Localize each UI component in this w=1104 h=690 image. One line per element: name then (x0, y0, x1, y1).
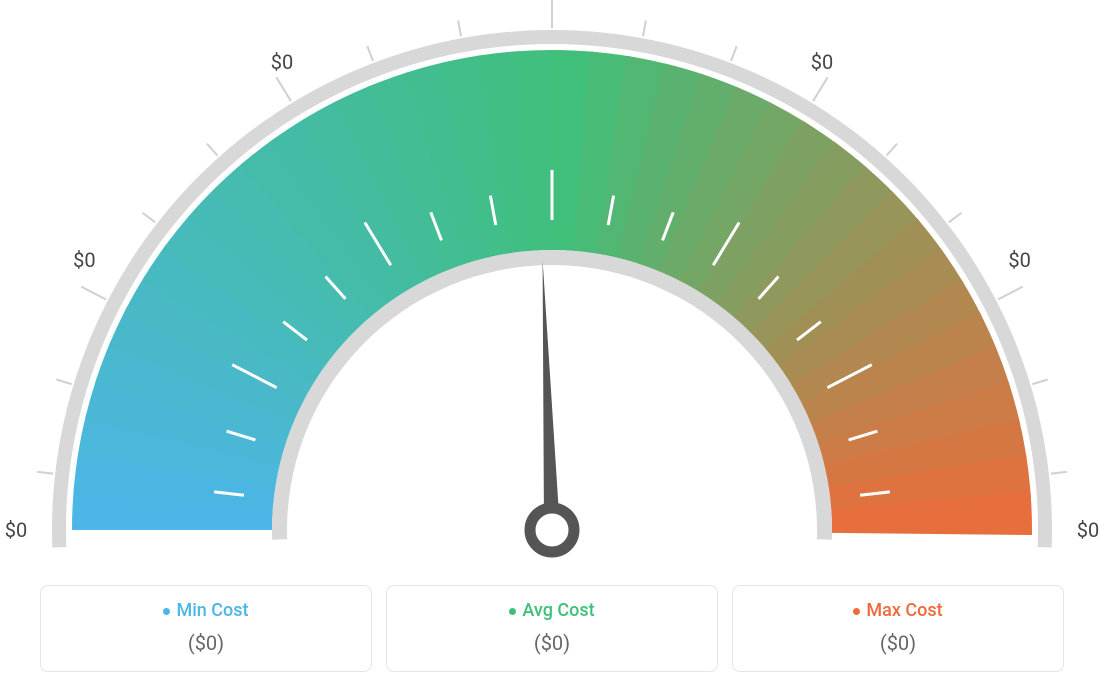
gauge: $0$0$0$0$0$0$0 (22, 0, 1082, 560)
gauge-tick-label: $0 (1008, 248, 1030, 272)
legend-label-min: Min Cost (51, 600, 361, 621)
legend-text-min: Min Cost (176, 600, 248, 621)
legend-text-avg: Avg Cost (522, 600, 594, 621)
gauge-tick-label: $0 (73, 248, 95, 272)
legend-label-avg: Avg Cost (397, 600, 707, 621)
gauge-tick-label: $0 (541, 0, 563, 2)
gauge-tick-label: $0 (811, 50, 833, 74)
legend-card-min: Min Cost ($0) (40, 585, 372, 672)
legend-dot-avg (509, 608, 516, 615)
legend-value-avg: ($0) (397, 631, 707, 655)
legend-value-min: ($0) (51, 631, 361, 655)
legend-text-max: Max Cost (866, 600, 942, 621)
gauge-tick-label: $0 (1077, 518, 1099, 542)
gauge-svg (22, 0, 1082, 560)
gauge-tick-label: $0 (5, 518, 27, 542)
legend-label-max: Max Cost (743, 600, 1053, 621)
gauge-tick-label: $0 (271, 50, 293, 74)
legend-card-avg: Avg Cost ($0) (386, 585, 718, 672)
legend-row: Min Cost ($0) Avg Cost ($0) Max Cost ($0… (0, 585, 1104, 690)
legend-value-max: ($0) (743, 631, 1053, 655)
legend-dot-min (163, 608, 170, 615)
legend-dot-max (853, 608, 860, 615)
legend-card-max: Max Cost ($0) (732, 585, 1064, 672)
gauge-chart-container: $0 $0 $0 $0 $0 $0 $0 Min Cost ($0) Avg Cost ($… (0, 0, 1104, 690)
